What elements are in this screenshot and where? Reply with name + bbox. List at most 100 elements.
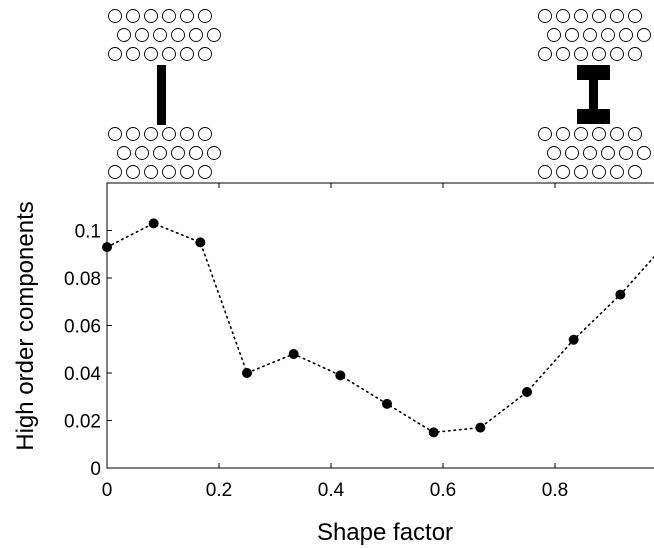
inset-circle	[207, 146, 221, 160]
i-beam-bottom-flange	[577, 109, 610, 124]
x-tick-label: 0.6	[430, 480, 456, 501]
y-axis: 0 0.02 0.04 0.06 0.08 0.1	[64, 222, 112, 480]
inset-circle	[180, 127, 194, 141]
inset-circle	[628, 47, 642, 61]
inset-circle	[153, 28, 167, 42]
inset-circle	[153, 146, 167, 160]
y-tick-label: 0.08	[64, 269, 101, 290]
inset-circle	[619, 146, 633, 160]
inset-circle	[180, 9, 194, 23]
inset-circle	[592, 47, 606, 61]
data-point	[475, 422, 486, 433]
inset-circle	[108, 47, 122, 61]
inset-circle	[628, 165, 642, 179]
inset-circle	[565, 28, 579, 42]
inset-circle	[126, 127, 140, 141]
inset-circle	[547, 28, 561, 42]
plot-area: 00.20.40.60.81 00.020.040.060.080.1	[64, 182, 654, 501]
inset-circle	[637, 28, 651, 42]
inset-circle	[162, 127, 176, 141]
x-axis: 00.20.40.60.81	[102, 183, 568, 501]
inset-circle	[126, 47, 140, 61]
inset-circle	[538, 9, 552, 23]
data-point	[335, 370, 346, 381]
x-tick-label: 0.2	[206, 480, 232, 501]
inset-circle	[556, 165, 570, 179]
x-axis-label: Shape factor	[317, 519, 453, 546]
series-points	[102, 218, 626, 438]
inset-circle	[144, 9, 158, 23]
inset-circle	[171, 146, 185, 160]
inset-circle	[117, 28, 131, 42]
inset-circle	[610, 127, 624, 141]
inset-circle	[619, 28, 633, 42]
data-point	[615, 289, 626, 300]
inset-circle	[198, 127, 212, 141]
inset-circle	[583, 28, 597, 42]
inset-circle	[126, 165, 140, 179]
y-tick-label: 0	[90, 459, 101, 480]
y-axis-label: High order components	[12, 201, 39, 450]
data-point	[522, 387, 532, 397]
i-beam-inset	[538, 9, 651, 179]
inset-circle	[628, 9, 642, 23]
inset-circle	[610, 165, 624, 179]
inset-circle	[592, 127, 606, 141]
inset-circle	[556, 9, 570, 23]
data-point	[242, 368, 252, 378]
inset-circle	[162, 165, 176, 179]
inset-circle	[574, 127, 588, 141]
inset-circle	[601, 28, 615, 42]
inset-circle	[162, 47, 176, 61]
inset-circle	[108, 127, 122, 141]
inset-circle	[144, 127, 158, 141]
inset-circle	[126, 9, 140, 23]
data-point	[195, 237, 206, 248]
inset-circle	[583, 146, 597, 160]
series-line	[106, 222, 654, 434]
thin-bar-shape	[157, 65, 166, 125]
i-beam-web	[589, 80, 598, 110]
inset-circle	[135, 28, 149, 42]
inset-circle	[198, 9, 212, 23]
inset-circle	[108, 9, 122, 23]
inset-circle	[556, 127, 570, 141]
inset-circle	[538, 165, 552, 179]
inset-circle	[198, 47, 212, 61]
inset-circle	[117, 146, 131, 160]
inset-circle	[574, 47, 588, 61]
inset-circle	[556, 47, 570, 61]
data-point	[382, 398, 392, 409]
inset-circle	[601, 146, 615, 160]
data-point	[568, 334, 579, 345]
inset-circle	[574, 165, 588, 179]
x-tick-label: 0.8	[542, 480, 568, 501]
inset-circle	[592, 165, 606, 179]
inset-circle	[135, 146, 149, 160]
inset-circle	[610, 47, 624, 61]
inset-circle	[637, 146, 651, 160]
y-tick-label: 0.04	[64, 364, 101, 385]
y-tick-label: 0.06	[64, 317, 101, 338]
x-tick-label: 0.4	[318, 480, 345, 501]
data-point	[428, 427, 439, 438]
inset-circle	[180, 47, 194, 61]
x-tick-label: 0	[102, 480, 113, 501]
y-tick-label: 0.02	[64, 412, 101, 433]
inset-circle	[171, 28, 185, 42]
inset-circle	[144, 165, 158, 179]
inset-circle	[565, 146, 579, 160]
inset-circle	[189, 28, 203, 42]
i-beam-top-flange	[577, 65, 610, 80]
inset-circle	[574, 9, 588, 23]
y-tick-label: 0.1	[75, 222, 101, 243]
inset-circle	[610, 9, 624, 23]
axes-box	[106, 182, 654, 469]
inset-circle	[180, 165, 194, 179]
inset-circle	[547, 146, 561, 160]
data-point	[148, 218, 159, 229]
data-point	[102, 242, 112, 253]
inset-circle	[538, 47, 552, 61]
thin-web-inset	[108, 9, 221, 179]
inset-circle	[592, 9, 606, 23]
